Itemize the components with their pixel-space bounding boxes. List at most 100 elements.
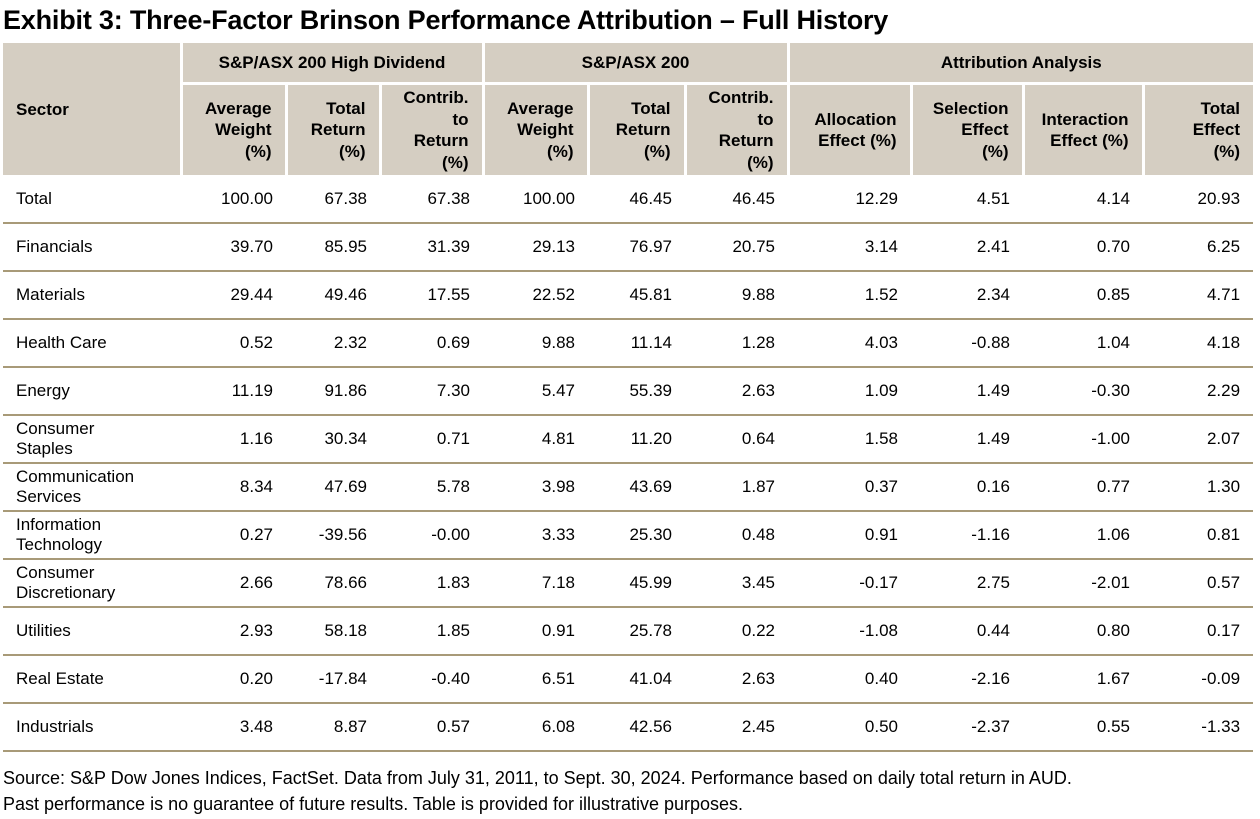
value-cell: 2.07 (1143, 414, 1254, 464)
value-cell: -1.33 (1143, 702, 1254, 753)
value-cell: -0.88 (911, 318, 1024, 368)
value-cell: 1.30 (1143, 462, 1254, 512)
value-cell: 11.20 (588, 414, 685, 464)
column-header-total-effect: Total Effect (%) (1141, 83, 1254, 176)
value-cell: 41.04 (588, 654, 685, 704)
value-cell: 100.00 (221, 188, 273, 208)
value-cell: 2.34 (911, 270, 1024, 320)
table-row: Financials 39.70 85.95 31.39 29.13 76.97 20.75… (3, 222, 1254, 272)
exhibit-title: Exhibit 3: Three-Factor Brinson Performa… (3, 5, 889, 35)
value-cell: 0.20 (181, 654, 286, 704)
value-cell: 25.78 (588, 606, 685, 656)
value-cell: 1.06 (1023, 510, 1144, 560)
value-cell: 2.63 (685, 366, 789, 416)
value-cell: 1.67 (1023, 654, 1144, 704)
value-cell: 2.93 (181, 606, 286, 656)
value-cell: 85.95 (286, 222, 380, 272)
value-cell: 0.17 (1143, 606, 1254, 656)
value-cell: 4.51 (976, 188, 1011, 208)
value-cell: 2.29 (1143, 366, 1254, 416)
table-row: Communication Services 8.34 47.69 5.78 3.98 4… (3, 462, 1254, 512)
value-cell: 58.18 (286, 606, 380, 656)
value-cell: -1.00 (1023, 414, 1144, 464)
table-header: Sector S&P/ASX 200 High Dividend S&P/ASX… (3, 43, 1254, 176)
value-cell: 0.91 (483, 606, 588, 656)
value-cell: 0.85 (1023, 270, 1144, 320)
value-cell: 46.45 (732, 188, 776, 208)
value-cell: 2.45 (685, 702, 789, 753)
value-cell: -1.16 (911, 510, 1024, 560)
value-cell: 0.37 (788, 462, 912, 512)
value-cell: 4.14 (1096, 188, 1131, 208)
group-header-row: Sector S&P/ASX 200 High Dividend S&P/ASX… (3, 43, 1254, 176)
value-cell: 0.52 (181, 318, 286, 368)
value-cell: 49.46 (286, 270, 380, 320)
column-header-asx-average-weight: Average Weight (%) (481, 83, 588, 176)
value-cell: 3.48 (181, 702, 286, 753)
value-cell: 20.93 (1197, 188, 1241, 208)
value-cell: 2.32 (286, 318, 380, 368)
value-cell: 0.77 (1023, 462, 1144, 512)
value-cell: 4.03 (788, 318, 912, 368)
value-cell: -0.30 (1023, 366, 1144, 416)
value-cell: 3.33 (483, 510, 588, 560)
value-cell: 11.19 (181, 366, 286, 416)
value-cell: -2.37 (911, 702, 1024, 753)
value-cell: 8.87 (286, 702, 380, 753)
sector-cell: Financials (3, 222, 181, 272)
value-cell: -39.56 (286, 510, 380, 560)
value-cell: 0.81 (1143, 510, 1254, 560)
value-cell: -1.08 (788, 606, 912, 656)
table-row: Health Care 0.52 2.32 0.69 9.88 11.14 1.28 4.03… (3, 318, 1254, 368)
value-cell: 31.39 (380, 222, 483, 272)
value-cell: 1.87 (685, 462, 789, 512)
value-cell: -0.09 (1143, 654, 1254, 704)
value-cell: 0.91 (788, 510, 912, 560)
column-header-asx-contrib-to-return: Contrib. to Return (%) (683, 83, 789, 176)
sector-cell: Industrials (3, 702, 181, 753)
table-row: Real Estate 0.20 -17.84 -0.40 6.51 41.04 2.63 0… (3, 654, 1254, 704)
value-cell: 3.98 (483, 462, 588, 512)
value-cell: 55.39 (588, 366, 685, 416)
value-cell: 9.88 (483, 318, 588, 368)
table-row: Materials 29.44 49.46 17.55 22.52 45.81 9.88 1.… (3, 270, 1254, 320)
value-cell: 6.51 (483, 654, 588, 704)
column-header-selection-effect: Selection Effect (%) (909, 83, 1024, 176)
value-cell: 1.49 (911, 414, 1024, 464)
value-cell: 1.28 (685, 318, 789, 368)
value-cell: 29.13 (483, 222, 588, 272)
value-cell: 4.71 (1143, 270, 1254, 320)
value-cell: 5.78 (380, 462, 483, 512)
group-header-high-dividend: S&P/ASX 200 High Dividend (179, 43, 483, 85)
sector-cell: Information Technology (3, 510, 181, 560)
value-cell: -2.01 (1023, 558, 1144, 608)
table-row: Energy 11.19 91.86 7.30 5.47 55.39 2.63 1.09 1.4… (3, 366, 1254, 416)
sector-cell: Health Care (3, 318, 181, 368)
value-cell: 0.57 (1143, 558, 1254, 608)
value-cell: 0.16 (911, 462, 1024, 512)
value-cell: 1.58 (788, 414, 912, 464)
value-cell: 78.66 (286, 558, 380, 608)
value-cell: -2.16 (911, 654, 1024, 704)
value-cell: 46.45 (629, 188, 672, 208)
value-cell: 0.48 (685, 510, 789, 560)
value-cell: 12.29 (855, 188, 899, 208)
value-cell: 7.18 (483, 558, 588, 608)
group-header-attribution-analysis: Attribution Analysis (786, 43, 1254, 85)
value-cell: 0.70 (1023, 222, 1144, 272)
value-cell: 1.85 (380, 606, 483, 656)
value-cell: 30.34 (286, 414, 380, 464)
sector-cell: Communication Services (3, 462, 181, 512)
sector-cell: Energy (3, 366, 181, 416)
table-row: Consumer Discretionary 2.66 78.66 1.83 7.18 4… (3, 558, 1254, 608)
value-cell: 0.64 (685, 414, 789, 464)
value-cell: 17.55 (380, 270, 483, 320)
table-row: Information Technology 0.27 -39.56 -0.00 3.3… (3, 510, 1254, 560)
sector-cell: Consumer Discretionary (3, 558, 181, 608)
value-cell: 0.71 (380, 414, 483, 464)
value-cell: 1.49 (911, 366, 1024, 416)
value-cell: 100.00 (523, 188, 575, 208)
table-row: Total 100.00 67.38 67.38 100.00 46.45 46.45 12.… (3, 175, 1253, 223)
column-header-allocation-effect: Allocation Effect (%) (786, 83, 912, 176)
